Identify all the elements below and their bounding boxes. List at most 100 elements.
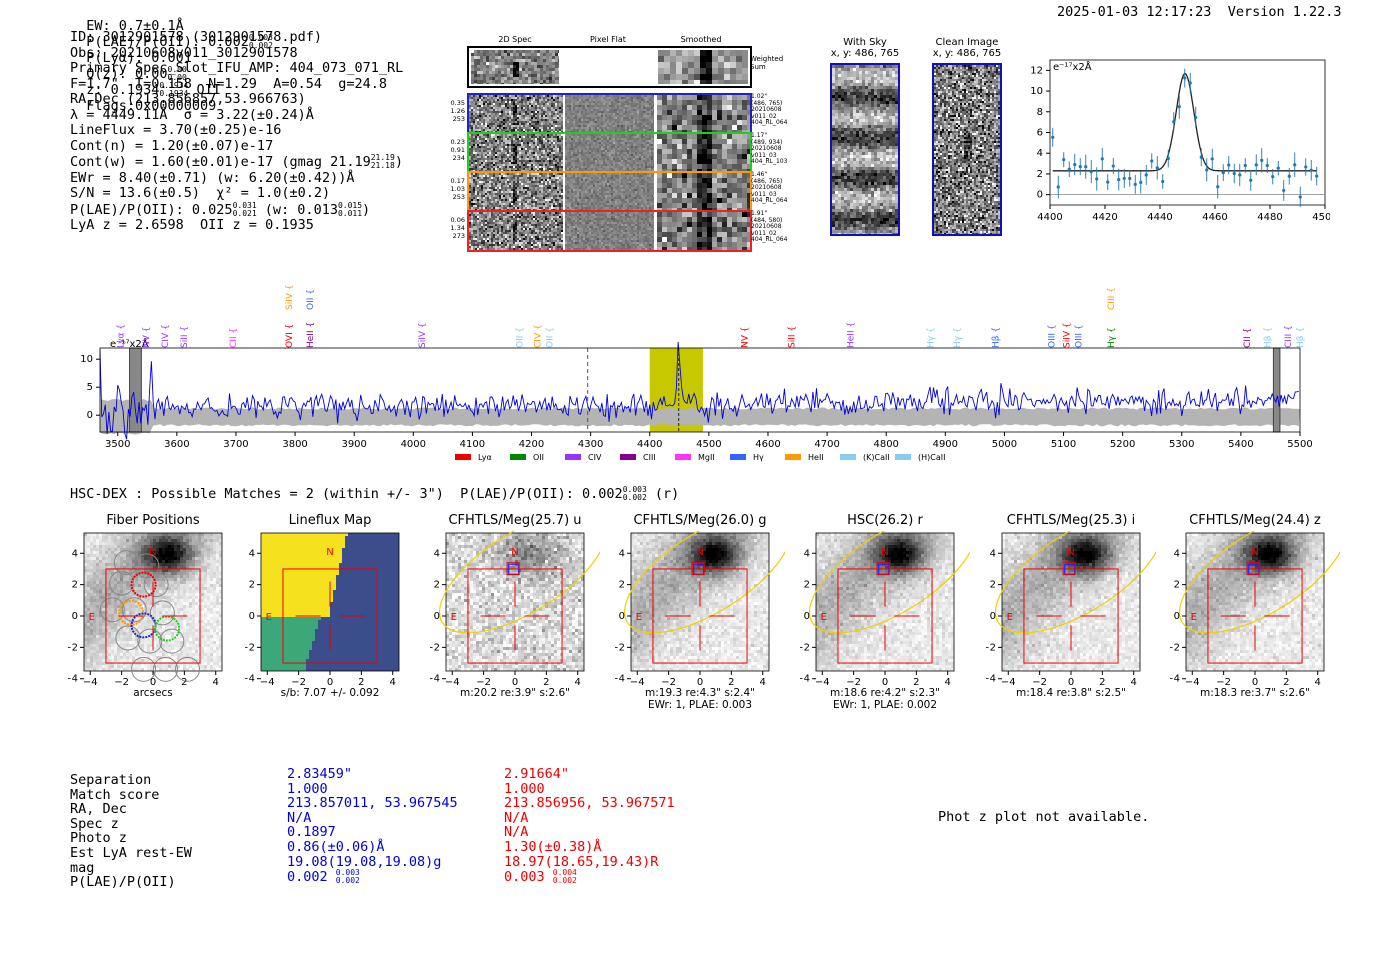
emission-line-label: CIII { [1284, 325, 1294, 348]
zoom-point [1216, 185, 1220, 189]
cutout-ytick: 2 [434, 580, 440, 591]
zoom-point [1128, 176, 1132, 181]
aperture-ellipse [623, 531, 785, 634]
cutout-caption: m:18.4 re:3.8" s:2.5" [986, 687, 1156, 699]
aperture-ellipse [1178, 531, 1340, 634]
fiber-circle [137, 628, 163, 654]
zoom-point [1051, 135, 1055, 139]
spec2d-row-stats: 0.17 1.03 253 [445, 177, 465, 201]
clean-image-coords: x, y: 486, 765 [927, 48, 1007, 59]
zoom-point [1095, 177, 1099, 181]
cutout-ytick: 4 [434, 548, 440, 559]
zoom-ytick: 6 [1037, 128, 1043, 139]
full-xtick: 4300 [578, 439, 603, 450]
north-marker: N [511, 547, 518, 558]
info-ewr: EWr = 8.40(±0.71) (w: 6.20(±0.42))Å [70, 170, 403, 187]
zoom-xtick: 4480 [1257, 212, 1282, 223]
cutout-panel: CFHTLS/Meg(26.0) gNE−4−4−2−2002244m:19.3… [615, 513, 785, 723]
cutout-image: N E −4 −4 −2 −2 0 0 2 2 4 4 [615, 531, 785, 688]
fiber-circle [99, 597, 125, 623]
zoom-xtick: 4460 [1202, 212, 1227, 223]
cutout-xtick: −2 [476, 677, 491, 688]
info-contn: Cont(n) = 1.20(±0.07)e-17 [70, 138, 403, 155]
spec2d-row: 0.06 1.34 273 1.91" (484, 580) 20210608 v011_0… [451, 210, 795, 252]
match-label: Spec z [70, 817, 192, 832]
emission-line-label: OVI { [285, 324, 295, 348]
cutout-title: CFHTLS/Meg(26.0) g [615, 513, 785, 528]
pixelflat-header: Pixel Flat [563, 35, 653, 44]
cutout-ytick: 4 [990, 548, 996, 559]
zoom-point [1144, 173, 1148, 177]
zoom-point [1293, 163, 1297, 167]
full-ytick: 10 [80, 354, 93, 365]
cutout-ytick: −4 [615, 674, 625, 685]
weighted-sum-label: Weighted Sum [750, 55, 792, 71]
zoom-point [1238, 173, 1242, 177]
cutout-xtick: 0 [327, 677, 333, 688]
info-plae: P(LAE)/P(OII): 0.025 0.031 0.021 (w: 0.013… [70, 201, 403, 219]
zoom-point [1183, 76, 1187, 80]
counterpart-box-red [506, 562, 520, 576]
info-primary: Primary Spec_Slot_IFU_AMP: 404_073_071_R… [70, 60, 403, 77]
match-value-blue: 0.86(±0.06)Å [287, 840, 458, 855]
cutout-ytick: −2 [800, 642, 810, 653]
east-marker: E [636, 612, 642, 623]
zoom-point [1172, 119, 1176, 124]
emission-line-label: SiIV { [418, 322, 428, 348]
legend-swatch [895, 454, 911, 460]
zoom-point [1177, 105, 1181, 109]
cutout-ytick: −4 [68, 674, 78, 685]
zoom-point [1265, 163, 1269, 168]
east-marker: E [89, 612, 95, 623]
cutout-caption: m:18.6 re:4.2" s:2.3" EWr: 1, PLAE: 0.002 [800, 687, 970, 711]
full-xtick: 5100 [1051, 439, 1076, 450]
emission-line-label: Hγ { [953, 327, 963, 348]
timestamp-version: 2025-01-03 12:17:23 Version 1.22.3 [1057, 4, 1342, 20]
match-value-red: N/A [504, 825, 675, 840]
cutout-xtick: 0 [512, 677, 518, 688]
spec2d-row: 0.17 1.03 253 1.46" (486, 765) 20210608 v011_0… [451, 171, 795, 213]
fiber-circle [121, 597, 147, 623]
info-radec: RA,Dec (213.856857,53.966763) [70, 91, 403, 108]
info-sn: S/N = 13.6(±0.5) χ² = 1.0(±0.2) [70, 185, 403, 202]
zoom-point [1089, 169, 1093, 174]
match-value-red: 213.856956, 53.967571 [504, 796, 675, 811]
zoom-point [1227, 163, 1231, 167]
cutout-ytick: 0 [434, 611, 440, 622]
match-label: Separation [70, 773, 192, 788]
spec2d-panel: 2D Spec Pixel Flat Smoothed Weighted Sum… [451, 33, 795, 258]
full-xtick: 4000 [401, 439, 426, 450]
cutout-ytick: −2 [1170, 642, 1180, 653]
cutout-xtick: −4 [1185, 677, 1200, 688]
emission-line-label: OII { [545, 327, 555, 348]
search-box [1023, 568, 1119, 664]
full-xtick: 3800 [282, 439, 307, 450]
cutout-xtick: 0 [1252, 677, 1258, 688]
zoom-point [1188, 81, 1192, 85]
cutout-title: CFHTLS/Meg(24.4) z [1170, 513, 1340, 528]
cutout-xtick: −2 [114, 677, 129, 688]
zoom-ytick: 12 [1030, 65, 1043, 76]
zoom-point [1210, 157, 1214, 161]
cutout-ytick: 4 [804, 548, 810, 559]
cutout-ytick: −2 [986, 642, 996, 653]
zoom-unit-label: e⁻¹⁷x2Å [1053, 60, 1092, 73]
zoom-point [1133, 182, 1137, 186]
north-marker: N [1067, 547, 1074, 558]
emission-line-label: NV { [142, 327, 152, 348]
full-xtick: 3900 [341, 439, 366, 450]
zoom-ytick: 10 [1030, 86, 1043, 97]
cutout-xtick: −2 [661, 677, 676, 688]
cutout-image: N E −4 −4 −2 −2 0 0 2 2 4 4 [430, 531, 600, 688]
search-box [282, 568, 378, 664]
cutout-ytick: 2 [804, 580, 810, 591]
plya-value: P(Lyα): 0.001 [86, 50, 192, 66]
legend-label: Lyα [478, 453, 492, 462]
zoom-xtick: 4400 [1037, 212, 1062, 223]
zoom-point [1084, 165, 1088, 169]
spec2d-row-images [467, 132, 752, 174]
zoom-point [1166, 156, 1170, 161]
cutout-ytick: 0 [249, 611, 255, 622]
